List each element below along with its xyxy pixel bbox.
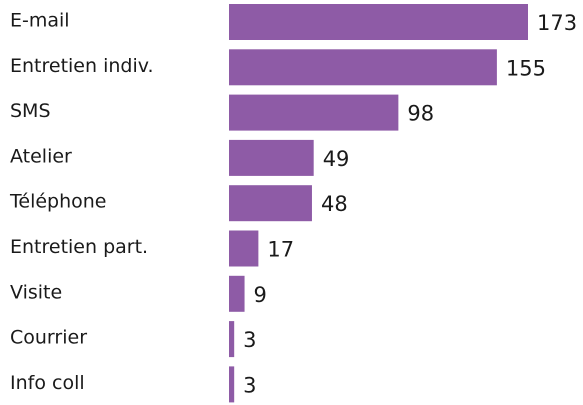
value-label: 173 [537,11,577,35]
value-label: 48 [321,192,348,216]
bar [229,185,312,222]
value-label: 49 [323,147,350,171]
category-label: Téléphone [9,191,107,213]
bar [229,366,235,403]
category-label: Entretien part. [10,236,148,258]
category-label: Visite [10,281,62,303]
value-label: 3 [243,373,256,397]
category-label: E-mail [10,10,70,32]
category-label: Info coll [10,372,85,394]
bar [229,49,497,86]
value-label: 9 [254,283,267,307]
bar [229,275,245,312]
value-label: 98 [407,102,434,126]
value-label: 3 [243,328,256,352]
category-label: Atelier [10,145,72,167]
category-label: Entretien indiv. [10,55,154,77]
bar [229,4,528,40]
bar [229,321,235,358]
value-label: 155 [506,56,546,80]
category-label: SMS [10,100,51,122]
bar [229,94,399,131]
bar [229,230,259,267]
bar [229,139,314,176]
category-label: Courrier [10,327,87,349]
value-label: 17 [267,238,294,262]
